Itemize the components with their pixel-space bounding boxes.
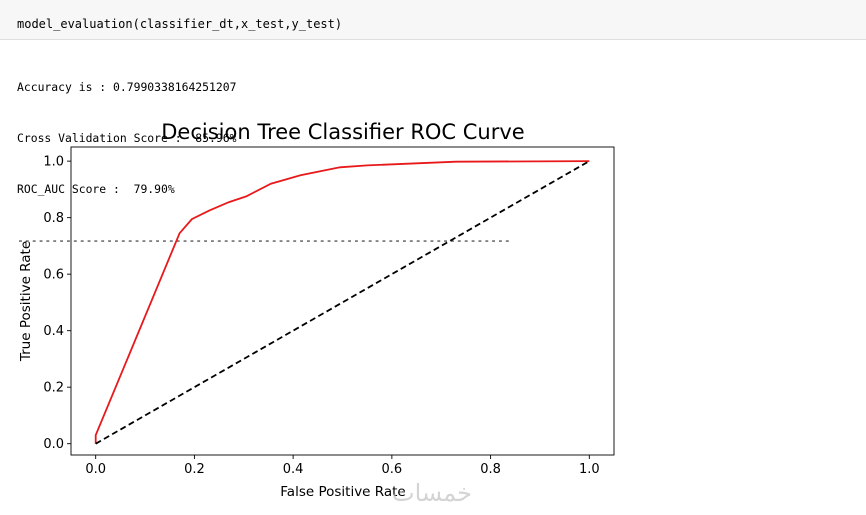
x-axis-label: False Positive Rate	[280, 484, 405, 500]
chart-title: Decision Tree Classifier ROC Curve	[161, 120, 524, 144]
y-tick-label-0: 0.0	[43, 437, 64, 452]
y-tick-label-3: 0.6	[43, 268, 64, 283]
y-tick-label-4: 0.8	[43, 211, 64, 226]
x-tick-label-0: 0.0	[85, 462, 106, 477]
y-axis-label: True Positive Rate	[18, 241, 34, 362]
code-input[interactable]: model_evaluation(classifier_dt,x_test,y_…	[17, 17, 343, 31]
watermark-logo: خمسات	[392, 479, 472, 507]
cross-validation-line: Cross Validation Score : 85.96%	[17, 131, 237, 145]
code-cell[interactable]: model_evaluation(classifier_dt,x_test,y_…	[0, 0, 866, 40]
cell-output: Accuracy is : 0.7990338164251207 Cross V…	[17, 45, 511, 266]
x-tick-label-4: 0.8	[480, 462, 501, 477]
accuracy-line: Accuracy is : 0.7990338164251207	[17, 80, 237, 94]
x-tick-label-3: 0.6	[382, 462, 403, 477]
series-line-0	[94, 160, 590, 444]
x-tick-label-1: 0.2	[184, 462, 205, 477]
plot-frame	[70, 146, 615, 456]
y-tick-label-5: 1.0	[43, 155, 64, 170]
roc-auc-line: ROC_AUC Score : 79.90%	[17, 182, 175, 196]
separator-line: ----------------------------------------…	[17, 233, 511, 247]
y-tick-label-2: 0.4	[43, 324, 64, 339]
y-tick-label-1: 0.2	[43, 381, 64, 396]
series-line-1	[95, 160, 590, 445]
x-tick-label-5: 1.0	[579, 462, 600, 477]
x-tick-label-2: 0.4	[283, 462, 304, 477]
plot-area: 0.0 0.2 0.4 0.6 0.8 1.0 0.0 0.2 0.4 0.6 0.8 1.0	[43, 146, 615, 477]
